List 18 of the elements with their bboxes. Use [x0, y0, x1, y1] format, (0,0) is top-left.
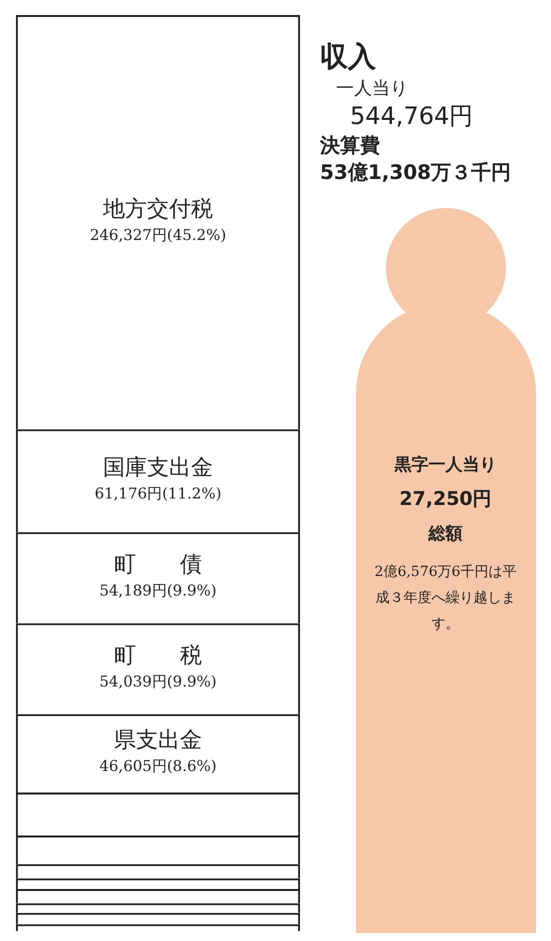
text: 一人当り 544,764円 [336, 77, 474, 132]
data-label: 246,327円(45.2%) [90, 226, 226, 244]
text: 収入 [320, 39, 377, 75]
data-label: 46,605円(8.6%) [99, 757, 217, 776]
text: 決算費 [320, 132, 381, 159]
series-label: 町 債 [114, 552, 202, 578]
series-label: 県支出金 [114, 728, 202, 753]
text: 黒字一人当り [394, 454, 498, 476]
data-label: 61,176円(11.2%) [94, 484, 222, 503]
series-label: 町 税 [114, 643, 202, 668]
series-label: 地方交付税 [102, 196, 213, 222]
text: 2億6,576万6千円は平成３年度へ繰り越します。 [374, 563, 518, 634]
data-label: 54,039円(9.9%) [99, 672, 217, 691]
data-label: 54,189円(9.9%) [99, 582, 217, 600]
series-label: 国庫支出金 [103, 455, 213, 480]
text: 総額 [427, 523, 464, 545]
text: 53億1,308万３千円 [320, 159, 512, 186]
text: 27,250円 [398, 487, 493, 512]
